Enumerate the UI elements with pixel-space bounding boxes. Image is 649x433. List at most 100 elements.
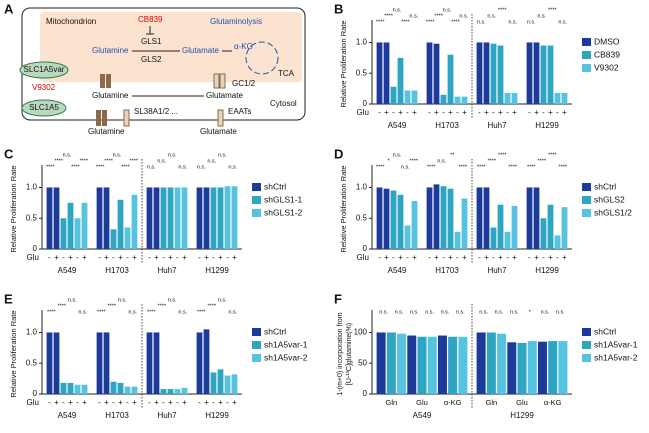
bar [397, 194, 404, 249]
significance: n.s. [178, 164, 187, 170]
glu-sign: - [98, 398, 101, 407]
significance: n.s. [479, 309, 488, 315]
legend-swatch [582, 51, 591, 59]
bar [117, 199, 124, 249]
glu-sign: + [448, 108, 453, 117]
glu-sign: - [98, 253, 101, 262]
glu-sign: + [534, 108, 539, 117]
bar [504, 231, 511, 249]
bar [490, 43, 497, 104]
bar [433, 43, 440, 104]
significance: **** [197, 309, 206, 315]
significance: ** [450, 152, 455, 158]
glu-sign: + [462, 108, 467, 117]
bar [404, 90, 411, 104]
glu-sign: + [434, 253, 439, 262]
legend-swatch [582, 209, 591, 217]
bar [527, 341, 537, 394]
bar [174, 187, 181, 249]
significance: **** [477, 164, 486, 170]
significance: **** [548, 7, 557, 13]
bar [533, 42, 540, 104]
label: Glutamine [92, 46, 129, 55]
significance: n.s. [168, 297, 177, 303]
glu-sign: - [378, 253, 381, 262]
label: Glutamine [88, 127, 125, 136]
bar [224, 375, 231, 394]
significance: **** [498, 152, 507, 158]
significance: n.s. [541, 309, 550, 315]
bar [461, 198, 468, 249]
legend-swatch [582, 354, 591, 362]
glu-sign: + [448, 253, 453, 262]
y-tick-label: 0 [363, 389, 368, 398]
legend-swatch [582, 196, 591, 204]
significance: n.s. [495, 309, 504, 315]
bar [554, 235, 561, 249]
glu-sign: - [112, 253, 115, 262]
significance: **** [558, 164, 567, 170]
significance: **** [46, 164, 55, 170]
significance: **** [157, 303, 166, 309]
slc1a5 [21, 99, 67, 117]
bar [507, 342, 517, 394]
significance: n.s. [63, 152, 72, 158]
significance: **** [107, 303, 116, 309]
significance: n.s. [113, 152, 122, 158]
bar [426, 187, 433, 249]
legend-label: shGLS1-1 [264, 194, 303, 204]
bar [117, 382, 124, 394]
group-label: H1299 [205, 411, 229, 420]
glu-sign: - [428, 108, 431, 117]
glu-label: Glu [357, 108, 369, 117]
glu-sign: + [484, 253, 489, 262]
glu-sign: - [212, 398, 215, 407]
glu-sign: + [168, 398, 173, 407]
bar [511, 205, 518, 249]
bar [483, 42, 490, 104]
glu-sign: + [104, 398, 109, 407]
category-label: Glu [416, 398, 428, 407]
significance: n.s. [527, 19, 536, 25]
significance: n.s. [395, 309, 404, 315]
bar [554, 92, 561, 104]
glu-sign: + [204, 253, 209, 262]
label: α-KG [234, 42, 253, 51]
glu-sign: + [132, 398, 137, 407]
bar [476, 42, 483, 104]
bar [517, 342, 527, 394]
bar [476, 332, 486, 394]
significance: **** [80, 158, 89, 164]
glu-sign: - [528, 108, 531, 117]
group-label: A549 [388, 121, 407, 130]
y-tick-label: 0.5 [26, 213, 38, 222]
significance: **** [376, 164, 385, 170]
legend-swatch [252, 354, 261, 362]
significance: **** [401, 19, 410, 25]
bar [426, 42, 433, 104]
glu-sign: + [182, 398, 187, 407]
glu-sign: - [392, 108, 395, 117]
bar [103, 332, 110, 394]
bar [60, 218, 67, 249]
y-tick-label: 0 [33, 244, 38, 253]
bar [96, 187, 103, 249]
glu-sign: - [506, 253, 509, 262]
bar [440, 186, 447, 249]
significance: n.s. [218, 297, 227, 303]
mitochondrion-area [40, 12, 302, 82]
glu-sign: + [562, 253, 567, 262]
glu-sign: - [76, 253, 79, 262]
bar [533, 187, 540, 249]
significance: **** [508, 164, 517, 170]
legend-label: sh1A5var-1 [594, 339, 638, 349]
glu-label: Glu [27, 253, 39, 262]
bar [131, 386, 138, 394]
significance: n.s. [441, 309, 450, 315]
bar [181, 387, 188, 394]
group-label: H1299 [510, 411, 534, 420]
glu-sign: + [398, 253, 403, 262]
bar [383, 188, 390, 249]
bar [146, 332, 153, 394]
bar [203, 329, 210, 394]
